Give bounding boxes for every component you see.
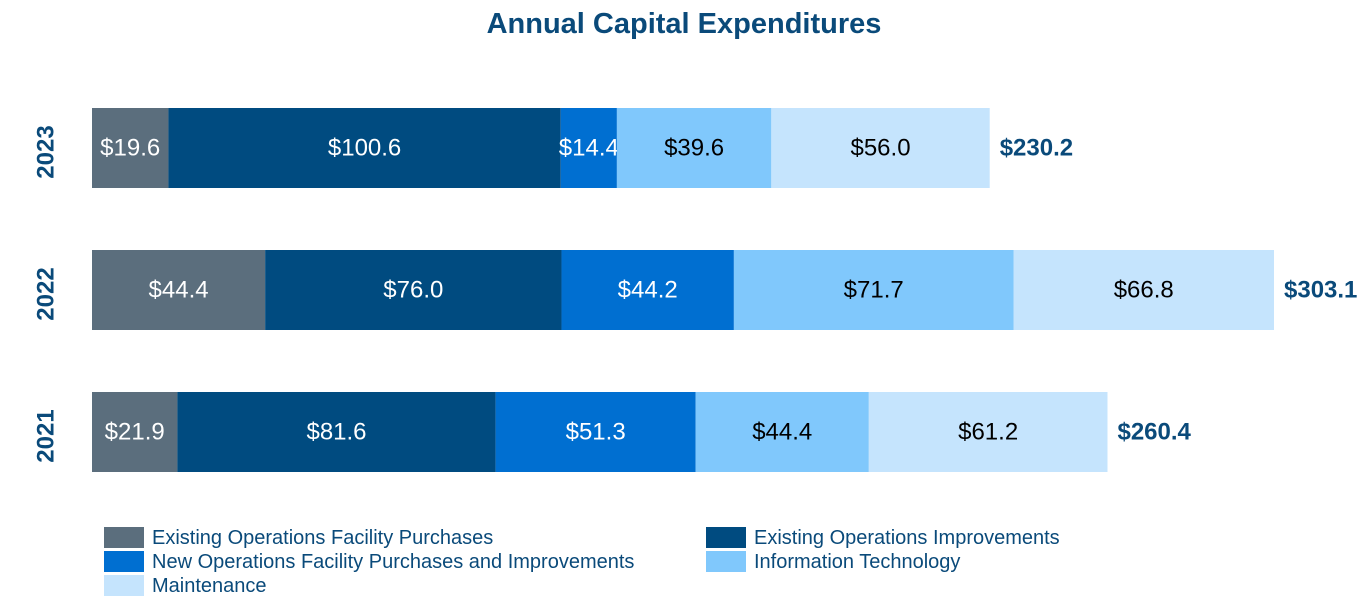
- legend-label-2: Existing Operations Improvements: [754, 527, 1060, 549]
- data-label-2023-4: $39.6: [664, 135, 724, 162]
- data-label-2021-5: $61.2: [958, 419, 1018, 446]
- bar-segment-2022-4: [733, 250, 1014, 330]
- data-label-2023-2: $100.6: [328, 135, 401, 162]
- legend-item-3: New Operations Facility Purchases and Im…: [104, 551, 634, 573]
- data-label-2022-1: $44.4: [149, 277, 209, 304]
- legend-swatch-3: [104, 551, 144, 572]
- bars-layer: 2023 $19.6 $100.6 $14.4 $39.6 $56.0 $230.2 2022…: [33, 108, 1357, 472]
- legend-label-3: New Operations Facility Purchases and Im…: [152, 551, 634, 573]
- legend-item-4: Information Technology: [706, 551, 960, 573]
- legend-label-1: Existing Operations Facility Purchases: [152, 527, 493, 549]
- bar-segment-2023-1: [92, 108, 169, 188]
- bar-segment-2022-1: [92, 250, 266, 330]
- total-label-2021: $260.4: [1117, 419, 1191, 446]
- bar-segment-2023-2: [168, 108, 561, 188]
- data-label-2022-4: $71.7: [844, 277, 904, 304]
- bar-segment-2022-3: [561, 250, 734, 330]
- data-label-2023-1: $19.6: [100, 135, 160, 162]
- legend-swatch-1: [104, 527, 144, 548]
- year-label-2021: 2021: [33, 409, 60, 462]
- data-label-2022-3: $44.2: [618, 277, 678, 304]
- data-label-2023-5: $56.0: [850, 135, 910, 162]
- bar-segment-2021-5: [868, 392, 1108, 472]
- legend-swatch-2: [706, 527, 746, 548]
- chart-title: Annual Capital Expenditures: [487, 8, 882, 40]
- bar-segment-2022-5: [1013, 250, 1274, 330]
- bar-row-2021: 2021 $21.9 $81.6 $51.3 $44.4 $61.2 $260.4: [33, 392, 1192, 472]
- data-label-2021-2: $81.6: [306, 419, 366, 446]
- legend: Existing Operations Facility Purchases Ex…: [104, 527, 1060, 597]
- total-label-2023: $230.2: [1000, 135, 1073, 162]
- legend-item-5: Maintenance: [104, 575, 267, 597]
- data-label-2021-1: $21.9: [105, 419, 165, 446]
- bar-row-2022: 2022 $44.4 $76.0 $44.2 $71.7 $66.8 $303.1: [33, 250, 1357, 330]
- year-label-2022: 2022: [33, 267, 60, 320]
- year-label-2023: 2023: [33, 125, 60, 178]
- bar-segment-2023-4: [616, 108, 772, 188]
- bar-segment-2023-5: [771, 108, 990, 188]
- legend-item-2: Existing Operations Improvements: [706, 527, 1060, 549]
- bar-segment-2021-4: [695, 392, 869, 472]
- legend-swatch-5: [104, 575, 144, 596]
- bar-segment-2023-3: [560, 108, 617, 188]
- bar-segment-2021-1: [92, 392, 178, 472]
- data-label-2021-3: $51.3: [566, 419, 626, 446]
- bar-segment-2021-3: [495, 392, 696, 472]
- bar-row-2023: 2023 $19.6 $100.6 $14.4 $39.6 $56.0 $230.2: [33, 108, 1073, 188]
- legend-swatch-4: [706, 551, 746, 572]
- legend-label-5: Maintenance: [152, 575, 267, 597]
- legend-item-1: Existing Operations Facility Purchases: [104, 527, 493, 549]
- legend-label-4: Information Technology: [754, 551, 960, 573]
- data-label-2023-3: $14.4: [559, 135, 619, 162]
- data-label-2022-2: $76.0: [383, 277, 443, 304]
- bar-segment-2022-2: [265, 250, 562, 330]
- data-label-2022-5: $66.8: [1114, 277, 1174, 304]
- data-label-2021-4: $44.4: [752, 419, 812, 446]
- bar-segment-2021-2: [177, 392, 496, 472]
- total-label-2022: $303.1: [1284, 277, 1357, 304]
